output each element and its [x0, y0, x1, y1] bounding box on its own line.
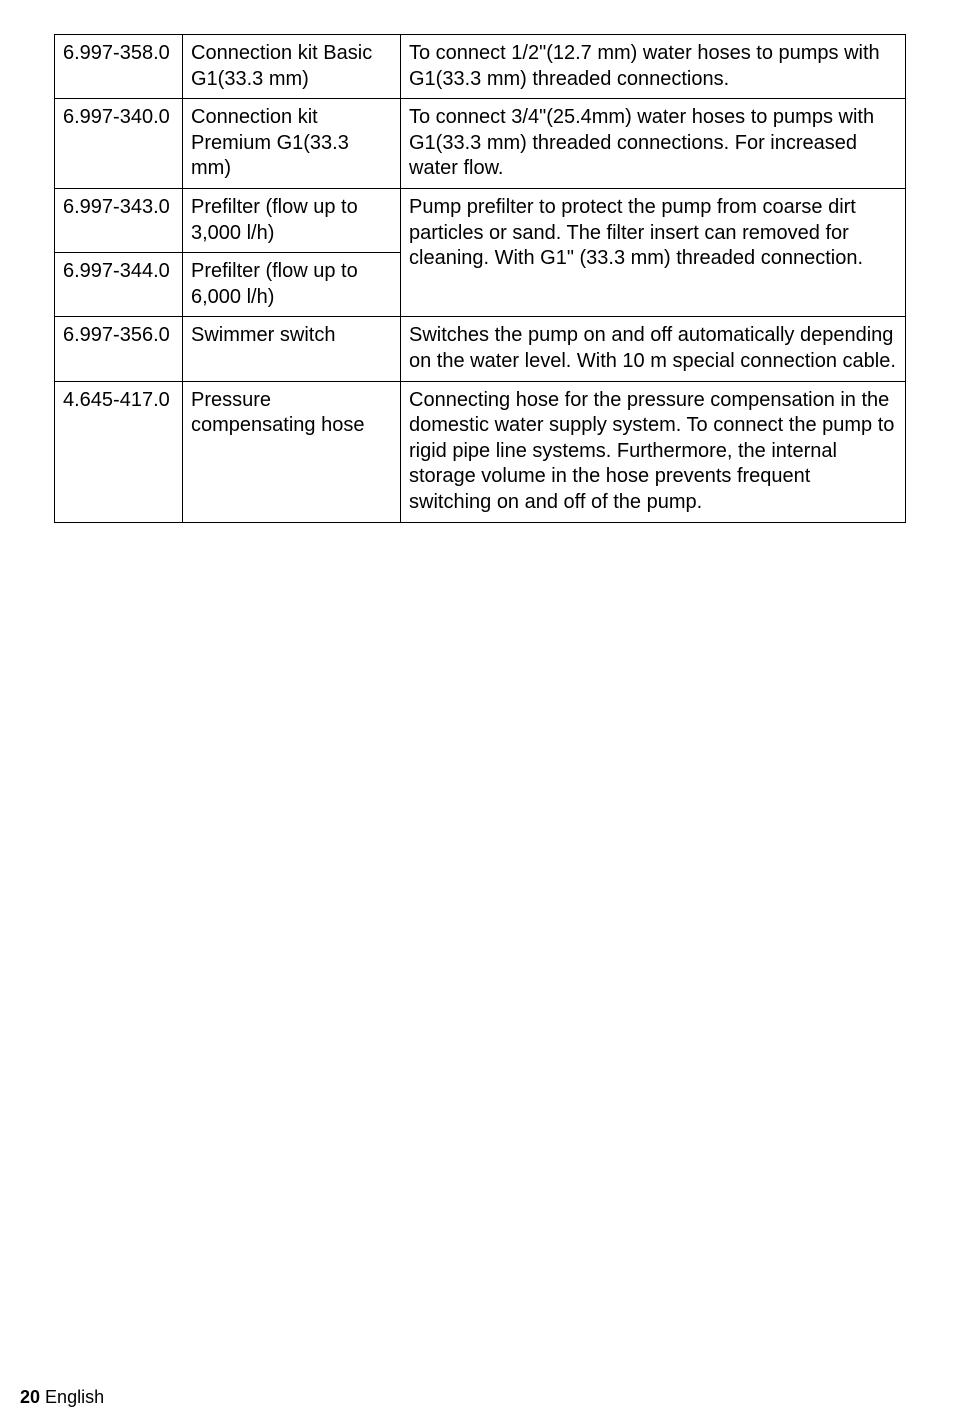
- part-desc: Connecting hose for the pressure compens…: [401, 381, 906, 522]
- table-row: 6.997-358.0 Connection kit Basic G1(33.3…: [55, 35, 906, 99]
- part-desc: To connect 1/2"(12.7 mm) water hoses to …: [401, 35, 906, 99]
- part-name: Connection kit Basic G1(33.3 mm): [183, 35, 401, 99]
- part-code: 6.997-344.0: [55, 253, 183, 317]
- page-number: 20: [20, 1387, 40, 1407]
- accessories-table: 6.997-358.0 Connection kit Basic G1(33.3…: [54, 34, 906, 523]
- table-row: 6.997-340.0 Connection kit Premium G1(33…: [55, 99, 906, 189]
- page-footer: 20 English: [20, 1387, 104, 1408]
- part-code: 4.645-417.0: [55, 381, 183, 522]
- table-row: 6.997-343.0 Prefilter (flow up to 3,000 …: [55, 188, 906, 252]
- part-desc: Pump prefilter to protect the pump from …: [401, 188, 906, 316]
- part-name: Swimmer switch: [183, 317, 401, 381]
- part-desc: Switches the pump on and off automatical…: [401, 317, 906, 381]
- part-desc: To connect 3/4"(25.4mm) water hoses to p…: [401, 99, 906, 189]
- part-name: Pressure compensating hose: [183, 381, 401, 522]
- part-code: 6.997-358.0: [55, 35, 183, 99]
- part-name: Prefilter (flow up to 6,000 l/h): [183, 253, 401, 317]
- part-code: 6.997-356.0: [55, 317, 183, 381]
- table-row: 6.997-356.0 Swimmer switch Switches the …: [55, 317, 906, 381]
- part-code: 6.997-340.0: [55, 99, 183, 189]
- part-code: 6.997-343.0: [55, 188, 183, 252]
- part-name: Connection kit Premium G1(33.3 mm): [183, 99, 401, 189]
- table-row: 4.645-417.0 Pressure compensating hose C…: [55, 381, 906, 522]
- part-name: Prefilter (flow up to 3,000 l/h): [183, 188, 401, 252]
- page-language: English: [45, 1387, 104, 1407]
